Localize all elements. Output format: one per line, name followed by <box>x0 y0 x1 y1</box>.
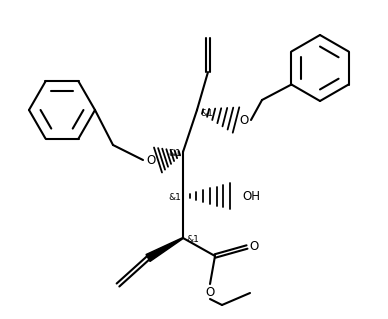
Text: &1: &1 <box>186 235 199 244</box>
Text: &1: &1 <box>168 192 181 202</box>
Text: O: O <box>146 153 156 167</box>
Text: O: O <box>249 240 259 253</box>
Text: &1: &1 <box>200 108 213 117</box>
Polygon shape <box>146 238 183 262</box>
Text: O: O <box>239 114 249 127</box>
Text: &1: &1 <box>168 150 181 159</box>
Text: O: O <box>205 286 215 300</box>
Text: OH: OH <box>242 189 260 203</box>
